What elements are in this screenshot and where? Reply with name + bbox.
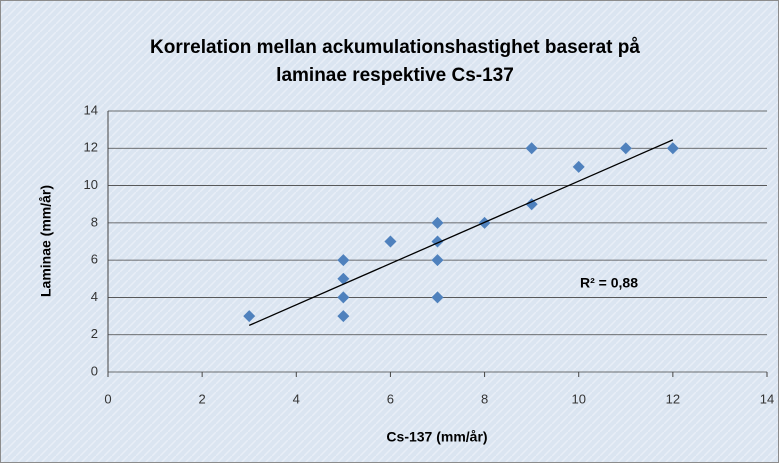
y-tick-label: 2	[91, 326, 98, 341]
data-point	[572, 160, 585, 173]
x-tick-label: 4	[293, 391, 300, 406]
data-point	[337, 291, 350, 304]
x-axis-label: Cs-137 (mm/år)	[386, 429, 487, 445]
data-point	[619, 142, 632, 155]
data-point	[666, 142, 679, 155]
data-point	[337, 310, 350, 323]
data-point	[243, 310, 256, 323]
x-tick-label: 2	[199, 391, 206, 406]
data-point	[525, 198, 538, 211]
y-tick-label: 0	[91, 363, 98, 378]
data-point	[525, 142, 538, 155]
x-tick-label: 0	[104, 391, 111, 406]
chart-title: Korrelation mellan ackumulationshastighe…	[150, 37, 640, 58]
annotation: R² = 0,88	[580, 275, 638, 291]
data-point	[384, 235, 397, 248]
x-tick-label: 14	[760, 391, 774, 406]
y-tick-label: 14	[84, 102, 98, 117]
x-tick-label: 8	[481, 391, 488, 406]
y-tick-label: 8	[91, 214, 98, 229]
x-tick-label: 12	[666, 391, 680, 406]
trendline	[248, 139, 674, 326]
y-tick-label: 4	[91, 289, 98, 304]
data-point	[431, 291, 444, 304]
data-point	[337, 254, 350, 267]
y-axis-label: Laminae (mm/år)	[38, 185, 54, 297]
chart-title: laminae respektive Cs-137	[276, 65, 514, 86]
y-tick-label: 10	[84, 177, 98, 192]
x-tick-label: 6	[387, 391, 394, 406]
y-tick-label: 12	[84, 140, 98, 155]
x-tick-label: 10	[571, 391, 585, 406]
y-tick-label: 6	[91, 252, 98, 267]
data-point	[337, 272, 350, 285]
data-point	[431, 254, 444, 267]
data-point	[431, 216, 444, 229]
